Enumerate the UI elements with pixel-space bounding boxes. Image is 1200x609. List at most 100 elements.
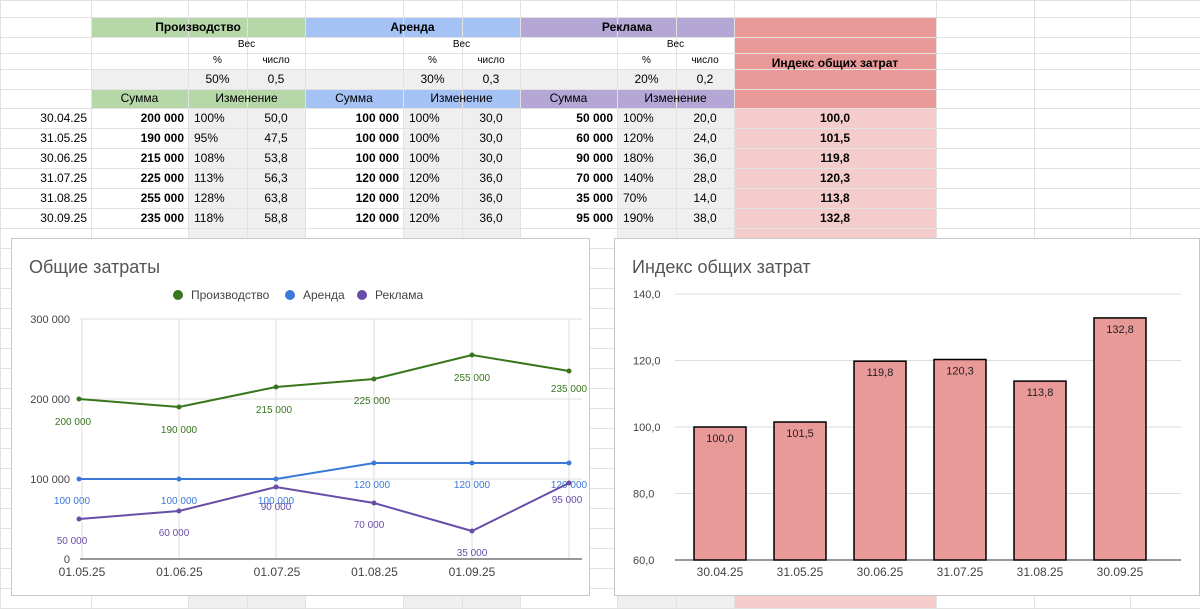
rent-sum[interactable]: 100 000 <box>355 111 399 125</box>
rent-change-num[interactable]: 30,0 <box>479 131 503 145</box>
ads-change-pct[interactable]: 100% <box>623 111 654 125</box>
weight-num-value[interactable]: 0,2 <box>696 72 714 86</box>
bar-chart-xtick: 30.09.25 <box>1097 565 1144 579</box>
row-date[interactable]: 30.09.25 <box>40 211 87 225</box>
row-date[interactable]: 31.08.25 <box>40 191 87 205</box>
index-value[interactable]: 101,5 <box>819 131 851 145</box>
row-date[interactable]: 30.04.25 <box>40 111 87 125</box>
row-date[interactable]: 31.05.25 <box>40 131 87 145</box>
header-ads[interactable]: Реклама <box>601 20 653 34</box>
weight-label[interactable]: Вес <box>666 39 685 50</box>
ads-change-num[interactable]: 24,0 <box>693 131 717 145</box>
ads-change-pct[interactable]: 180% <box>623 151 654 165</box>
bar-chart-cost-index[interactable]: Индекс общих затрат 60,0 80,0 100,0 120,0 14… <box>614 238 1200 596</box>
ads-sum[interactable]: 90 000 <box>576 151 613 165</box>
production-sum[interactable]: 200 000 <box>140 111 184 125</box>
index-value[interactable]: 113,8 <box>820 191 850 205</box>
weight-pct-label[interactable]: % <box>213 55 222 66</box>
ads-sum[interactable]: 50 000 <box>576 111 613 125</box>
change-header[interactable]: Изменение <box>644 91 707 105</box>
grid-row-line <box>0 308 1200 309</box>
production-change-num[interactable]: 63,8 <box>264 191 288 205</box>
production-change-pct[interactable]: 128% <box>194 191 225 205</box>
weight-pct-label[interactable]: % <box>428 55 437 66</box>
production-sum[interactable]: 190 000 <box>140 131 184 145</box>
index-value[interactable]: 132,8 <box>819 211 851 225</box>
sum-header[interactable]: Сумма <box>335 91 373 105</box>
row-date[interactable]: 30.06.25 <box>40 151 87 165</box>
change-header[interactable]: Изменение <box>215 91 278 105</box>
weight-num-label[interactable]: число <box>477 55 505 66</box>
rent-change-num[interactable]: 36,0 <box>479 211 503 225</box>
ads-sum[interactable]: 70 000 <box>576 171 613 185</box>
rent-change-pct[interactable]: 100% <box>409 131 440 145</box>
grid-row-line <box>0 488 1200 489</box>
rent-sum[interactable]: 120 000 <box>355 191 399 205</box>
ads-change-num[interactable]: 14,0 <box>693 191 717 205</box>
change-header[interactable]: Изменение <box>430 91 493 105</box>
production-change-pct[interactable]: 95% <box>194 131 219 145</box>
production-change-pct[interactable]: 100% <box>194 111 225 125</box>
header-production[interactable]: Производство <box>155 20 241 34</box>
series-data-label: 60 000 <box>159 528 190 539</box>
rent-change-pct[interactable]: 120% <box>409 211 440 225</box>
legend-marker <box>173 290 183 300</box>
production-change-pct[interactable]: 113% <box>194 171 224 185</box>
index-value[interactable]: 119,8 <box>820 151 850 165</box>
rent-change-pct[interactable]: 100% <box>409 151 440 165</box>
rent-sum[interactable]: 100 000 <box>355 131 399 145</box>
production-change-pct[interactable]: 108% <box>194 151 225 165</box>
production-sum[interactable]: 225 000 <box>140 171 184 185</box>
production-change-num[interactable]: 47,5 <box>264 131 288 145</box>
series-line <box>78 353 570 409</box>
rent-sum[interactable]: 120 000 <box>355 171 399 185</box>
ads-change-pct[interactable]: 120% <box>623 131 654 145</box>
weight-pct-value[interactable]: 20% <box>634 72 659 86</box>
rent-change-num[interactable]: 30,0 <box>479 111 503 125</box>
rent-change-pct[interactable]: 100% <box>409 111 440 125</box>
ads-sum[interactable]: 60 000 <box>576 131 613 145</box>
rent-change-num[interactable]: 36,0 <box>479 191 503 205</box>
line-chart-total-costs[interactable]: Общие затраты 0 100 000 200 000 300 000 01.0… <box>11 238 590 596</box>
rent-sum[interactable]: 100 000 <box>355 151 399 165</box>
sum-header[interactable]: Сумма <box>120 91 159 105</box>
index-value[interactable]: 100,0 <box>819 111 851 125</box>
rent-change-pct[interactable]: 120% <box>409 191 440 205</box>
sum-header[interactable]: Сумма <box>549 91 588 105</box>
rent-change-num[interactable]: 36,0 <box>479 171 503 185</box>
header-rent[interactable]: Аренда <box>390 20 435 34</box>
weight-pct-label[interactable]: % <box>642 55 651 66</box>
ads-change-num[interactable]: 20,0 <box>693 111 717 125</box>
weight-num-label[interactable]: число <box>691 55 719 66</box>
production-change-num[interactable]: 53,8 <box>264 151 288 165</box>
row-date[interactable]: 31.07.25 <box>40 171 87 185</box>
ads-change-num[interactable]: 38,0 <box>693 211 717 225</box>
rent-sum[interactable]: 120 000 <box>355 211 399 225</box>
header-index[interactable]: Индекс общих затрат <box>771 56 899 70</box>
weight-label[interactable]: Вес <box>452 39 471 50</box>
ads-change-pct[interactable]: 140% <box>623 171 654 185</box>
weight-pct-value[interactable]: 50% <box>205 72 230 86</box>
production-sum[interactable]: 215 000 <box>140 151 184 165</box>
ads-change-pct[interactable]: 190% <box>623 211 654 225</box>
weight-num-label[interactable]: число <box>262 55 290 66</box>
ads-change-pct[interactable]: 70% <box>623 191 648 205</box>
weight-label[interactable]: Вес <box>237 39 256 50</box>
rent-change-pct[interactable]: 120% <box>409 171 440 185</box>
production-change-num[interactable]: 58,8 <box>264 211 288 225</box>
production-change-pct[interactable]: 118% <box>194 211 224 225</box>
weight-pct-value[interactable]: 30% <box>420 72 445 86</box>
index-value[interactable]: 120,3 <box>819 171 851 185</box>
legend-label: Аренда <box>303 288 345 302</box>
ads-change-num[interactable]: 36,0 <box>693 151 717 165</box>
ads-sum[interactable]: 95 000 <box>576 211 613 225</box>
ads-sum[interactable]: 35 000 <box>576 191 613 205</box>
weight-num-value[interactable]: 0,3 <box>482 72 500 86</box>
weight-num-value[interactable]: 0,5 <box>267 72 285 86</box>
rent-change-num[interactable]: 30,0 <box>479 151 503 165</box>
production-change-num[interactable]: 56,3 <box>264 171 288 185</box>
production-change-num[interactable]: 50,0 <box>264 111 288 125</box>
ads-change-num[interactable]: 28,0 <box>693 171 717 185</box>
production-sum[interactable]: 255 000 <box>140 191 184 205</box>
production-sum[interactable]: 235 000 <box>140 211 184 225</box>
